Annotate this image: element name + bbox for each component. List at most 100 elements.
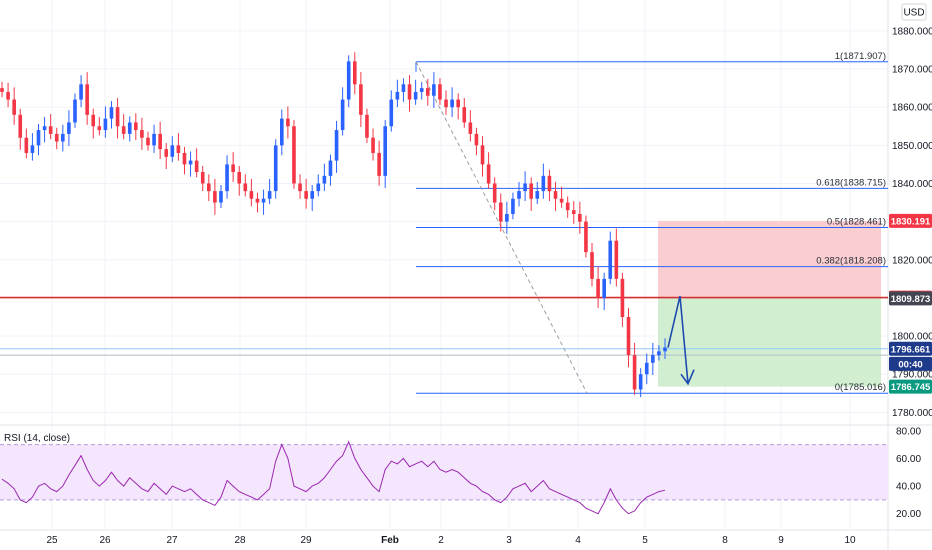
candle-body [36, 130, 41, 146]
candle-body [334, 130, 339, 161]
candle-body [444, 99, 448, 108]
price-tags: 1830.1911810.0891809.8731796.66100:40178… [889, 213, 932, 394]
projection-path[interactable] [667, 295, 689, 384]
trend-line[interactable] [415, 61, 588, 394]
candle-body [140, 130, 144, 138]
price-axis[interactable]: 1880.000 1870.000 1860.000 1850.000 1840.000… [892, 26, 932, 520]
time-tick-label: 10 [844, 535, 856, 546]
candle-body [413, 91, 418, 100]
candle-body [651, 355, 655, 363]
candle-body [365, 114, 369, 138]
time-tick-label: 3 [506, 535, 512, 546]
candle-body [267, 191, 272, 199]
candle-body [188, 160, 193, 165]
candle-body [158, 133, 162, 150]
fib-level-label: 0.618(1838.715) [816, 177, 886, 188]
candle-body [243, 183, 248, 192]
time-tick-label: 26 [99, 535, 111, 546]
candle-body [523, 183, 527, 192]
candle-body [541, 175, 546, 192]
candle-body [505, 214, 509, 222]
rsi-line [1, 440, 666, 515]
candle-body [12, 99, 16, 115]
candle-body [200, 172, 205, 184]
candle-body [456, 99, 461, 108]
currency-badge-box[interactable] [901, 3, 927, 21]
candle-body [432, 84, 436, 96]
take-profit-zone[interactable] [658, 297, 881, 387]
time-axis[interactable]: 25 26 27 28 29 Feb 2 3 4 5 8 9 10 [46, 535, 856, 546]
price-tick-label: 1860.000 [892, 103, 932, 114]
candle-body [419, 88, 424, 92]
candle-body [85, 84, 89, 115]
candle-body [608, 240, 613, 279]
projection-arrow[interactable] [667, 295, 695, 386]
projection-arrowhead [680, 369, 695, 386]
price-tag-box [889, 356, 932, 371]
currency-badge[interactable]: USD [903, 8, 924, 19]
candle-body [547, 175, 552, 192]
candle-body [663, 347, 667, 352]
price-tick-label: 1820.000 [892, 255, 932, 266]
horizontal-lines[interactable] [0, 296, 888, 356]
candle-body [626, 317, 631, 356]
candle-body [480, 145, 485, 165]
candle-body [596, 278, 600, 298]
candle-body [590, 252, 594, 279]
candle-body [584, 221, 588, 253]
candle-body [225, 164, 229, 192]
rsi-tick-label: 20.00 [896, 509, 921, 520]
rsi-tick-label: 80.00 [896, 426, 921, 437]
dashed-trend-line[interactable] [415, 61, 588, 394]
candle-body [6, 91, 10, 100]
candle-body [559, 198, 564, 203]
candle-body [620, 278, 625, 317]
long-short-position-tool[interactable] [658, 220, 881, 387]
price-tag-box [889, 291, 932, 306]
candle-body [176, 145, 181, 153]
candle-body [517, 191, 521, 199]
time-tick-label: 27 [166, 535, 178, 546]
candle-body [206, 183, 211, 192]
candle-body [146, 137, 150, 146]
candle-body [614, 240, 619, 279]
candle-body [310, 191, 315, 199]
time-tick-label: 8 [722, 535, 728, 546]
fib-level-label: 0.5(1828.461) [827, 217, 886, 228]
candle-body [292, 126, 296, 184]
time-tick-label: 2 [438, 535, 444, 546]
candle-body [450, 99, 454, 108]
fib-level-label: 1(1871.907) [835, 51, 886, 62]
price-tick-label: 1850.000 [892, 141, 932, 152]
candle-body [371, 137, 375, 153]
price-tag-label: 1796.661 [891, 344, 931, 355]
price-tick-label: 1800.000 [892, 332, 932, 343]
candle-body [152, 133, 156, 146]
candle-body [578, 214, 582, 222]
price-tag-label: 1830.191 [891, 216, 931, 227]
candle-body [0, 88, 4, 92]
candle-body [377, 152, 381, 176]
candle-body [462, 107, 467, 123]
price-tag-label: 00:40 [898, 359, 922, 370]
time-tick-label: 29 [300, 535, 312, 546]
fibonacci-retracement[interactable]: 1(1871.907) 0.618(1838.715) 0.5(1828.461) 0… [415, 51, 888, 394]
candle-body [213, 191, 217, 203]
candle-body [316, 183, 321, 192]
candle-body [322, 175, 327, 184]
candle-body [468, 122, 473, 134]
rsi-tick-label: 60.00 [896, 454, 921, 465]
candle-body [48, 126, 53, 134]
rsi-tick-label: 40.00 [896, 482, 921, 493]
candle-body [182, 152, 187, 165]
candle-body [24, 137, 29, 153]
candle-body [359, 84, 363, 115]
candle-body [127, 122, 132, 134]
time-tick-label: Feb [381, 535, 399, 546]
stop-loss-zone[interactable] [658, 220, 881, 298]
candle-body [602, 278, 606, 298]
time-tick-label: 5 [642, 535, 648, 546]
candle-body [91, 114, 96, 127]
candle-body [565, 202, 570, 211]
